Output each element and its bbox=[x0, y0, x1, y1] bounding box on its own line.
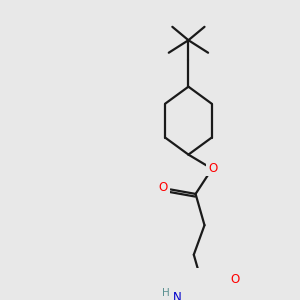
Text: H: H bbox=[162, 288, 170, 298]
Text: N: N bbox=[173, 291, 182, 300]
Text: O: O bbox=[159, 181, 168, 194]
Text: O: O bbox=[208, 161, 217, 175]
Text: O: O bbox=[230, 273, 239, 286]
